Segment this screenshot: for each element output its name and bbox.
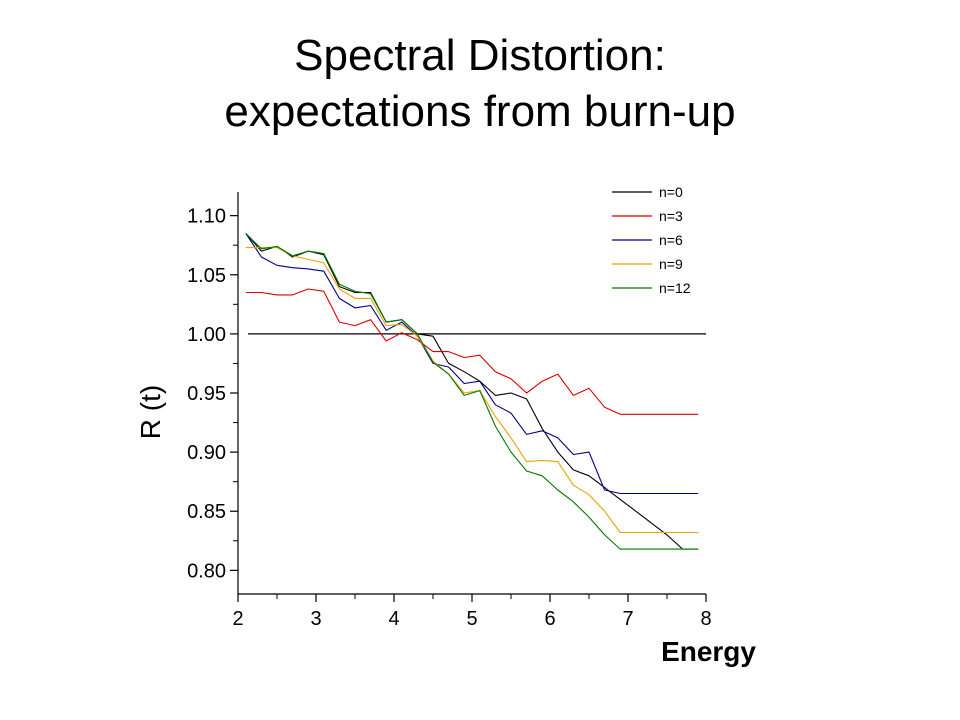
x-axis-label: Energy bbox=[661, 636, 756, 667]
y-tick-label: 0.80 bbox=[187, 560, 226, 582]
series-line-n-12 bbox=[245, 233, 699, 550]
x-tick-label: 5 bbox=[466, 608, 477, 630]
legend-label: n=6 bbox=[659, 232, 683, 248]
series-line-n-6 bbox=[245, 233, 699, 495]
y-axis-label: R (t) bbox=[135, 385, 166, 439]
x-tick-label: 6 bbox=[544, 608, 555, 630]
y-tick-label: 0.90 bbox=[187, 442, 226, 464]
slide-title-line-1: Spectral Distortion: bbox=[294, 31, 666, 80]
x-tick-label: 4 bbox=[388, 608, 399, 630]
series-line-n-9 bbox=[245, 247, 699, 534]
legend-label: n=12 bbox=[659, 280, 691, 296]
x-tick-label: 8 bbox=[700, 608, 711, 630]
x-tick-label: 3 bbox=[310, 608, 321, 630]
y-tick-label: 0.95 bbox=[187, 383, 226, 405]
slide-title-line-2: expectations from burn-up bbox=[224, 87, 736, 136]
legend-label: n=9 bbox=[659, 256, 683, 272]
legend-label: n=0 bbox=[659, 184, 683, 200]
series-line-n-3 bbox=[245, 288, 699, 415]
y-tick-label: 1.00 bbox=[187, 324, 226, 346]
legend-label: n=3 bbox=[659, 208, 683, 224]
y-tick-label: 0.85 bbox=[187, 501, 226, 523]
x-tick-label: 7 bbox=[622, 608, 633, 630]
series-line-n-0 bbox=[245, 233, 699, 550]
y-tick-label: 1.05 bbox=[187, 265, 226, 287]
slide-title: Spectral Distortion: expectations from b… bbox=[0, 28, 960, 140]
y-tick-label: 1.10 bbox=[187, 206, 226, 228]
x-tick-label: 2 bbox=[232, 608, 243, 630]
